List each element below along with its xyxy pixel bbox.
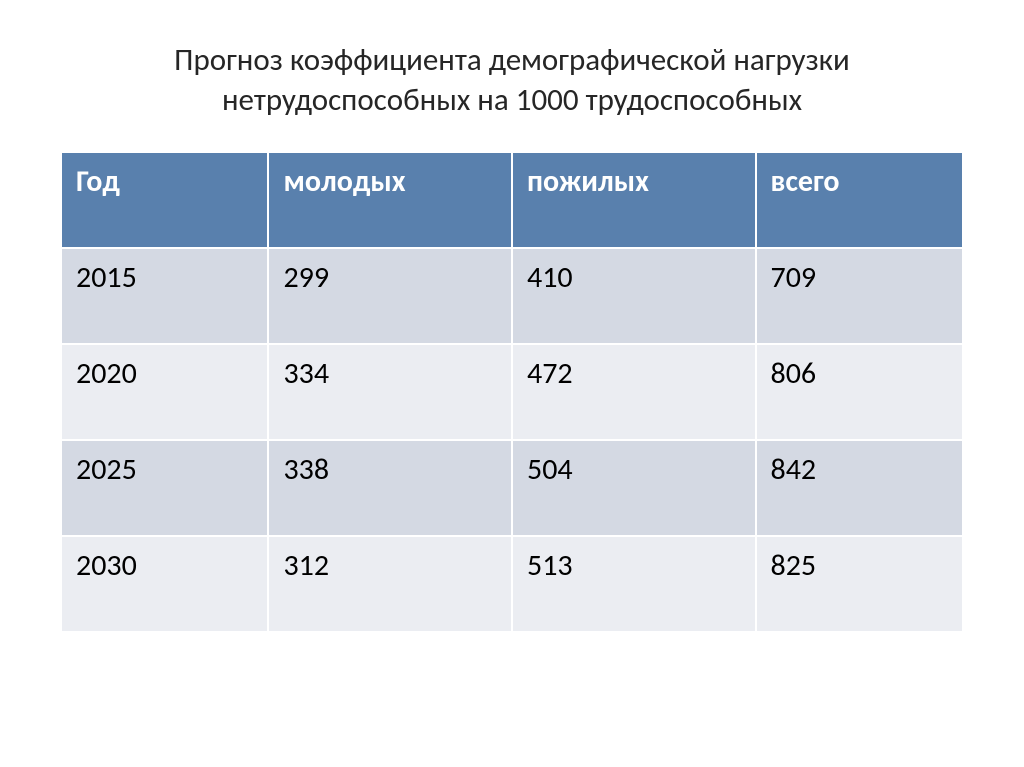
- table-row: 2030 312 513 825: [61, 536, 963, 632]
- table-cell: 513: [512, 536, 756, 632]
- table-row: 2020 334 472 806: [61, 344, 963, 440]
- table-cell: 2030: [61, 536, 268, 632]
- table-cell: 825: [756, 536, 963, 632]
- table-cell: 842: [756, 440, 963, 536]
- table-cell: 709: [756, 248, 963, 344]
- table-cell: 410: [512, 248, 756, 344]
- table-cell: 312: [268, 536, 512, 632]
- table-row: 2015 299 410 709: [61, 248, 963, 344]
- table-header-cell: Год: [61, 152, 268, 248]
- table-cell: 2015: [61, 248, 268, 344]
- table-header-cell: всего: [756, 152, 963, 248]
- slide-title: Прогноз коэффициента демографической наг…: [60, 40, 964, 121]
- table-cell: 2025: [61, 440, 268, 536]
- table-header-cell: пожилых: [512, 152, 756, 248]
- demographic-table: Год молодых пожилых всего 2015 299 410 7…: [60, 151, 964, 633]
- table-cell: 338: [268, 440, 512, 536]
- table-header-row: Год молодых пожилых всего: [61, 152, 963, 248]
- table-cell: 2020: [61, 344, 268, 440]
- table-cell: 504: [512, 440, 756, 536]
- table-cell: 472: [512, 344, 756, 440]
- table-cell: 299: [268, 248, 512, 344]
- table-cell: 334: [268, 344, 512, 440]
- table-header-cell: молодых: [268, 152, 512, 248]
- table-cell: 806: [756, 344, 963, 440]
- table-row: 2025 338 504 842: [61, 440, 963, 536]
